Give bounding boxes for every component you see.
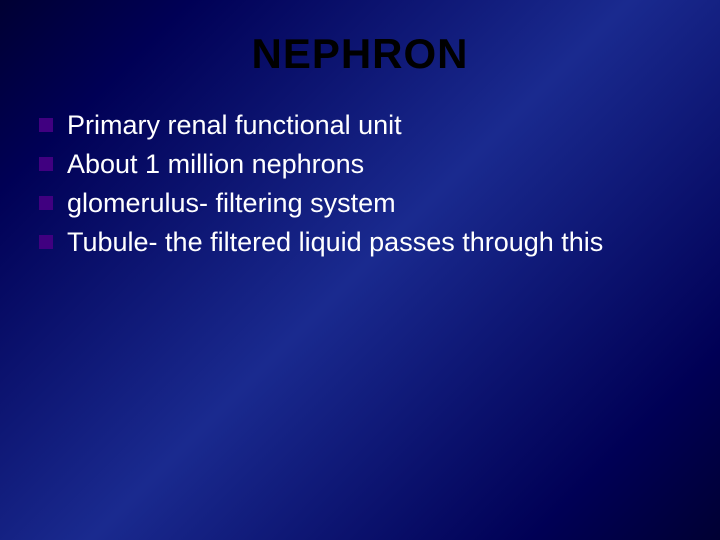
list-item: glomerulus- filtering system <box>39 186 685 221</box>
list-item: About 1 million nephrons <box>39 147 685 182</box>
bullet-square-icon <box>39 235 53 249</box>
list-item: Tubule- the filtered liquid passes throu… <box>39 225 685 260</box>
bullet-square-icon <box>39 118 53 132</box>
list-item: Primary renal functional unit <box>39 108 685 143</box>
bullet-square-icon <box>39 196 53 210</box>
bullet-text: glomerulus- filtering system <box>67 188 396 218</box>
bullet-text: Tubule- the filtered liquid passes throu… <box>67 227 603 257</box>
bullet-text: Primary renal functional unit <box>67 110 402 140</box>
bullet-text: About 1 million nephrons <box>67 149 364 179</box>
bullet-list: Primary renal functional unit About 1 mi… <box>35 108 685 260</box>
bullet-square-icon <box>39 157 53 171</box>
slide-title: NEPHRON <box>35 30 685 78</box>
